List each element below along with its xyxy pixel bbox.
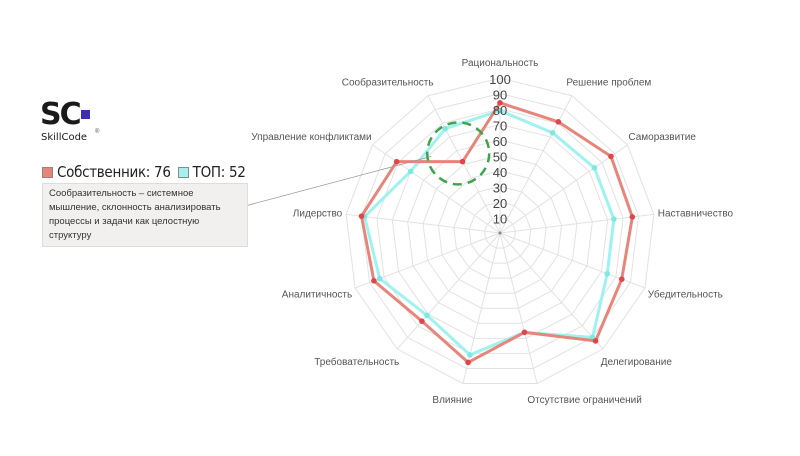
data-point — [419, 318, 425, 324]
data-point — [442, 125, 449, 132]
logo-mark: SC — [40, 98, 81, 132]
data-point — [393, 158, 400, 165]
data-point — [629, 214, 636, 220]
data-point — [467, 352, 473, 358]
axis-label: Саморазвитие — [628, 132, 696, 143]
axis-label: Убедительность — [648, 289, 723, 301]
grid-ring — [484, 216, 516, 249]
grid-ring — [422, 154, 578, 309]
data-point — [521, 329, 528, 336]
tick-label: 20 — [493, 196, 507, 211]
grid-spoke — [396, 232, 501, 350]
legend-swatch-owner — [42, 166, 53, 178]
grid-ring — [361, 92, 639, 369]
series-line-0 — [360, 101, 634, 364]
legend: Собственник: 76 ТОП: 52 — [42, 163, 246, 181]
legend-label-owner: Собственник: 76 — [57, 163, 171, 181]
axis-label: Наставничество — [658, 208, 734, 219]
data-point — [608, 153, 614, 160]
grid-ring — [437, 170, 563, 294]
legend-swatch-top — [177, 166, 189, 178]
logo-name: SkillCode — [41, 132, 87, 143]
legend-label-top: ТОП: 52 — [192, 163, 246, 181]
data-point — [371, 278, 377, 284]
grid-ring — [391, 123, 609, 339]
data-point — [611, 216, 617, 222]
tick-label: 60 — [493, 134, 507, 149]
grid-spoke — [499, 144, 628, 234]
tick-label: 50 — [493, 150, 507, 165]
data-point — [465, 359, 471, 366]
grid-spoke — [427, 95, 501, 234]
tick-label: 10 — [493, 212, 507, 227]
axis-label: Решение проблем — [566, 77, 651, 89]
logo-registered: ® — [95, 128, 100, 135]
grid-ring — [345, 77, 655, 384]
data-point — [424, 312, 430, 319]
data-point — [459, 158, 466, 165]
data-point — [549, 130, 556, 136]
tooltip: Сообразительность – системное мышление, … — [42, 183, 248, 247]
axis-label: Рациональность — [462, 58, 539, 69]
axis-label: Управление конфликтами — [251, 131, 371, 143]
axis-label: Влияние — [432, 395, 473, 406]
data-point — [591, 165, 598, 171]
data-point — [358, 213, 365, 219]
grid-ring — [453, 185, 547, 279]
callout-line — [244, 156, 432, 207]
grid-spoke — [372, 144, 501, 234]
series-line-1 — [363, 109, 616, 357]
data-point — [604, 270, 611, 277]
axis-label: Отсутствие ограничений — [527, 395, 641, 406]
axis-label: Лидерство — [293, 208, 343, 219]
data-point — [497, 100, 503, 106]
axis-label: Делегирование — [601, 357, 673, 368]
tick-label: 70 — [493, 119, 507, 134]
grid-spoke — [346, 213, 501, 234]
tick-label: 90 — [493, 88, 507, 103]
skillcode-logo: SC SkillCode ® — [40, 97, 130, 148]
tick-label: 30 — [493, 181, 507, 196]
center-point — [498, 231, 502, 235]
grid-spoke — [499, 95, 573, 234]
axis-label: Аналитичность — [282, 290, 352, 301]
grid-spoke — [499, 213, 654, 234]
data-point — [497, 107, 503, 114]
grid-ring — [407, 139, 593, 324]
tick-label: 40 — [493, 165, 507, 180]
highlight-circle — [425, 121, 491, 186]
data-point — [592, 338, 599, 344]
grid-spoke — [462, 232, 501, 384]
data-point — [618, 276, 625, 282]
grid-spoke — [499, 232, 604, 350]
data-point — [555, 119, 562, 125]
data-point — [376, 275, 383, 282]
axis-label: Сообразительность — [342, 77, 434, 89]
tick-label: 100 — [489, 72, 511, 87]
data-point — [407, 168, 414, 175]
grid-ring — [376, 108, 624, 354]
logo-accent-square — [81, 110, 90, 119]
grid-ring — [468, 201, 532, 264]
tick-label: 80 — [493, 103, 507, 118]
grid-spoke — [499, 232, 538, 384]
axis-label: Требовательность — [314, 356, 399, 368]
